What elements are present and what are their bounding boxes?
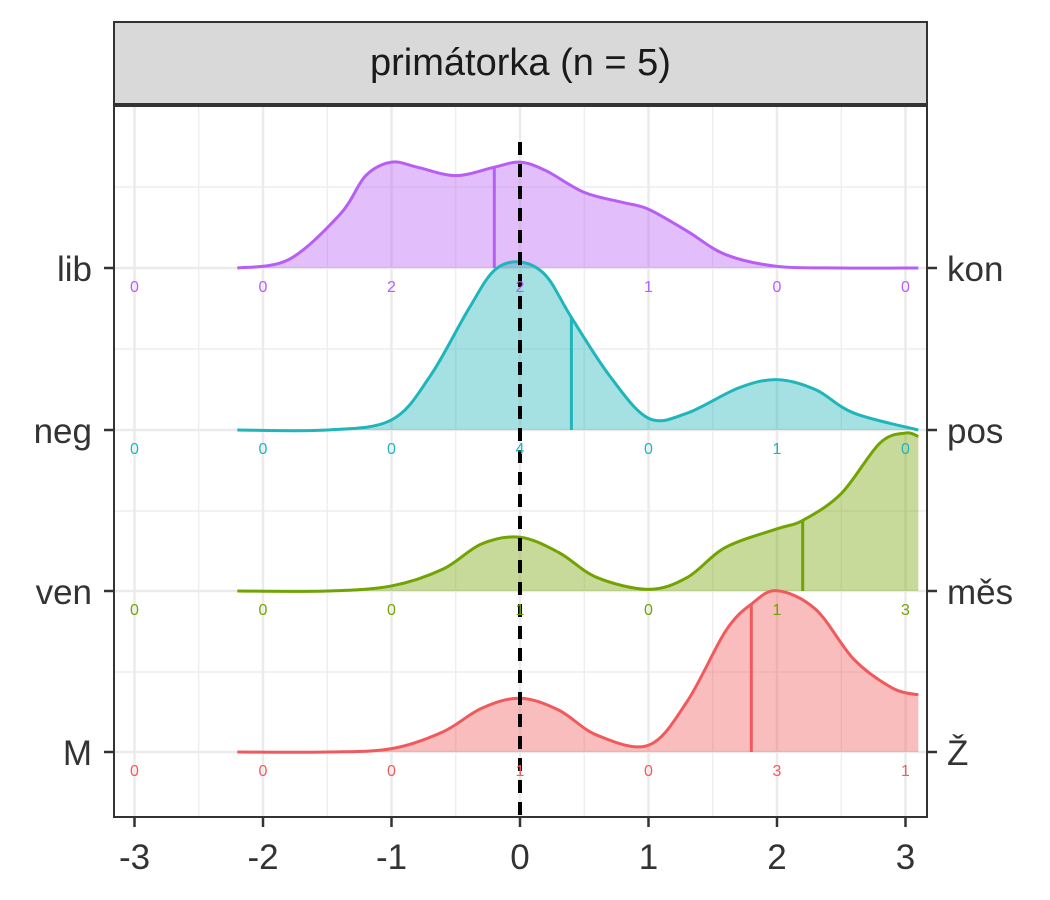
ridge-lib-kon <box>237 160 919 270</box>
ridge-M-Ž <box>237 589 919 754</box>
y-axis-left: lib neg ven M <box>34 250 114 773</box>
count-label: 0 <box>130 441 139 458</box>
facet-strip <box>113 21 928 105</box>
count-label: 0 <box>644 763 653 780</box>
x-axis: -3 -2 -1 0 1 2 3 <box>119 817 915 877</box>
count-label: 0 <box>130 279 139 296</box>
x-tick-label: 2 <box>767 838 786 877</box>
ridge-outline <box>237 260 919 433</box>
count-label: 2 <box>516 279 525 296</box>
count-label: 0 <box>259 279 268 296</box>
facet-title: primátorka (n = 5) <box>370 42 671 84</box>
count-label: 1 <box>516 602 525 619</box>
count-label: 0 <box>259 441 268 458</box>
y-tick-label-left: lib <box>57 250 92 289</box>
count-label: 0 <box>387 763 396 780</box>
count-label: 0 <box>901 279 910 296</box>
y-tick-label-left: M <box>63 734 92 773</box>
ridge-fill <box>237 432 919 592</box>
count-label: 0 <box>901 441 910 458</box>
y-tick-label-left: ven <box>36 573 92 612</box>
ridge-outline <box>237 431 919 593</box>
count-label: 0 <box>259 763 268 780</box>
count-label: 1 <box>516 763 525 780</box>
x-tick-label: 0 <box>510 838 529 877</box>
count-labels: 0 0 2 2 1 0 0 0 0 0 4 0 1 0 0 0 0 1 0 1 3 0 0 0 1 0 3 1 <box>130 279 910 780</box>
y-tick-label-right: měs <box>947 573 1013 612</box>
count-label: 1 <box>773 602 782 619</box>
x-tick-label: -3 <box>119 838 150 877</box>
count-label: 0 <box>644 441 653 458</box>
count-label: 4 <box>516 441 525 458</box>
count-label: 0 <box>773 279 782 296</box>
count-label: 0 <box>387 602 396 619</box>
ridge-outline <box>237 589 919 754</box>
count-label: 3 <box>901 602 910 619</box>
ridge-neg-pos <box>237 260 919 433</box>
count-label: 0 <box>130 602 139 619</box>
ridge-fill <box>237 261 919 431</box>
y-tick-label-left: neg <box>34 412 92 451</box>
y-axis-right: kon pos měs Ž <box>927 250 1013 773</box>
count-label: 0 <box>259 602 268 619</box>
y-tick-label-right: kon <box>947 250 1003 289</box>
x-tick-label: -2 <box>247 838 278 877</box>
count-label: 0 <box>130 763 139 780</box>
ridge-outline <box>237 160 919 270</box>
ridge-fill <box>237 590 919 753</box>
y-tick-label-right: Ž <box>947 734 968 773</box>
count-label: 0 <box>387 441 396 458</box>
ridges <box>237 160 919 754</box>
x-tick-label: 3 <box>896 838 915 877</box>
count-label: 0 <box>644 602 653 619</box>
x-tick-label: 1 <box>639 838 658 877</box>
ridge-fill <box>237 161 919 269</box>
count-label: 1 <box>901 763 910 780</box>
count-label: 2 <box>387 279 396 296</box>
count-label: 1 <box>773 441 782 458</box>
count-label: 1 <box>644 279 653 296</box>
count-label: 3 <box>773 763 782 780</box>
y-tick-label-right: pos <box>947 412 1003 451</box>
x-tick-label: -1 <box>376 838 407 877</box>
ridge-ven-měs <box>237 431 919 593</box>
